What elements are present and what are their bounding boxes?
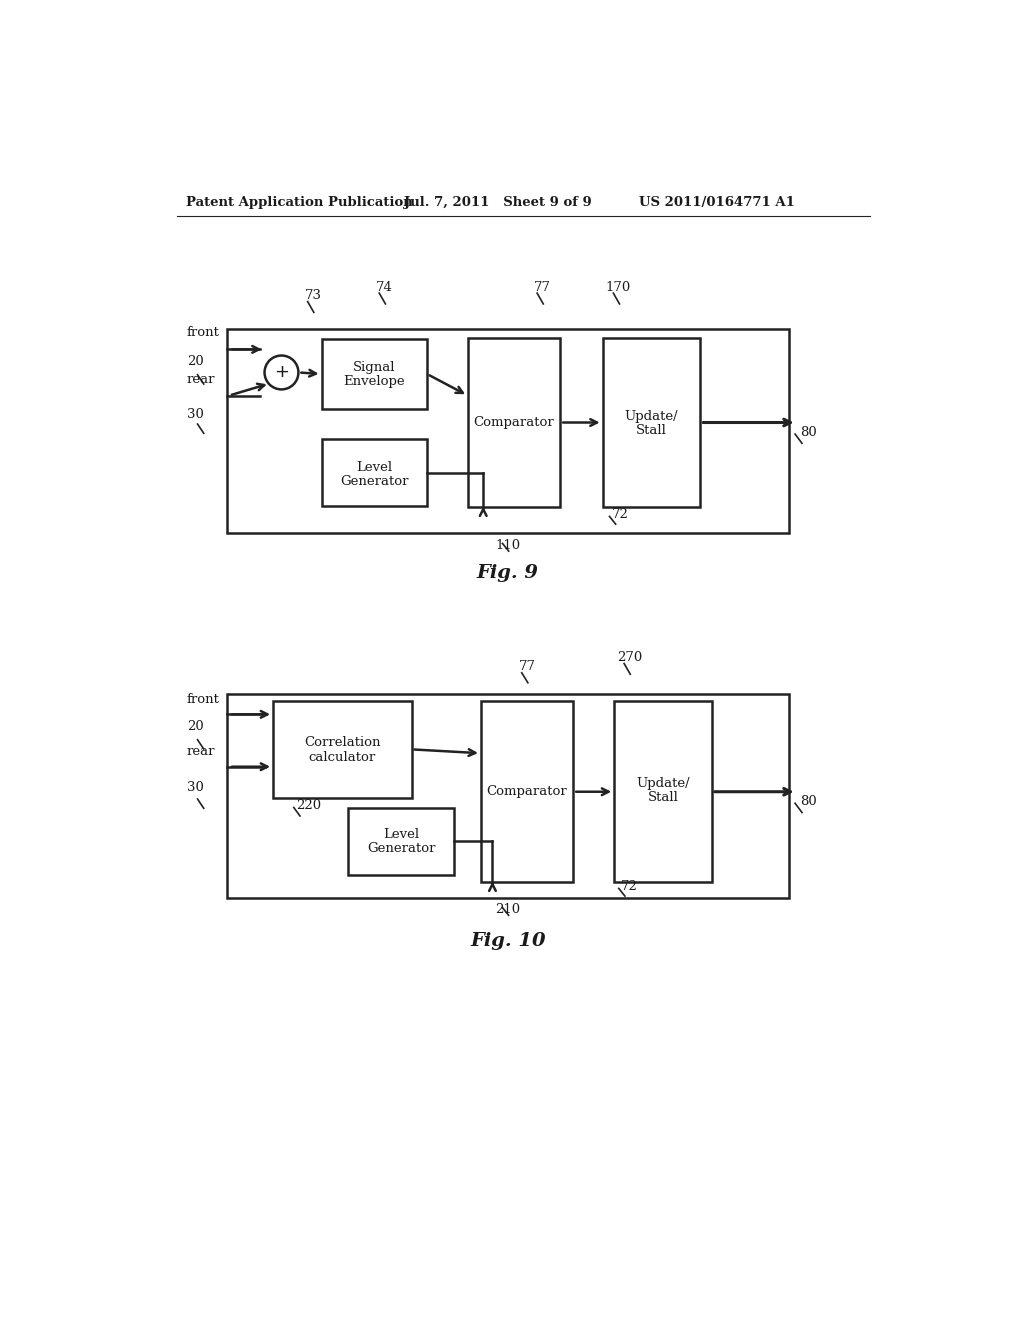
Text: front: front bbox=[186, 693, 219, 706]
Text: rear: rear bbox=[186, 746, 215, 758]
Text: 30: 30 bbox=[186, 781, 204, 795]
Text: 72: 72 bbox=[611, 508, 629, 521]
Text: Generator: Generator bbox=[340, 474, 409, 487]
Text: 74: 74 bbox=[376, 281, 393, 294]
Bar bbox=[273, 701, 412, 797]
Text: Level: Level bbox=[356, 461, 392, 474]
Text: 73: 73 bbox=[304, 289, 322, 302]
Text: Stall: Stall bbox=[647, 791, 679, 804]
Text: Comparator: Comparator bbox=[474, 416, 554, 429]
Bar bbox=[226, 330, 788, 533]
Text: +: + bbox=[274, 363, 289, 381]
Text: 77: 77 bbox=[518, 660, 536, 673]
Text: 270: 270 bbox=[616, 651, 642, 664]
Text: Envelope: Envelope bbox=[343, 375, 406, 388]
Circle shape bbox=[264, 355, 298, 389]
Bar bbox=[226, 693, 788, 898]
Text: front: front bbox=[186, 326, 219, 338]
Text: Signal: Signal bbox=[353, 362, 395, 375]
Text: 220: 220 bbox=[296, 799, 322, 812]
Bar bbox=[614, 701, 712, 882]
Text: Fig. 10: Fig. 10 bbox=[470, 932, 546, 950]
Text: Patent Application Publication: Patent Application Publication bbox=[186, 195, 413, 209]
Text: calculator: calculator bbox=[308, 751, 376, 764]
Text: 72: 72 bbox=[621, 880, 638, 892]
Text: Generator: Generator bbox=[367, 842, 435, 855]
Bar bbox=[468, 338, 560, 507]
Text: rear: rear bbox=[186, 374, 215, 387]
Text: 20: 20 bbox=[186, 719, 204, 733]
Bar bbox=[481, 701, 573, 882]
Text: 110: 110 bbox=[496, 539, 520, 552]
Text: Comparator: Comparator bbox=[486, 785, 567, 797]
Text: Stall: Stall bbox=[636, 424, 667, 437]
Bar bbox=[322, 339, 427, 409]
Text: 210: 210 bbox=[496, 903, 520, 916]
Text: Update/: Update/ bbox=[625, 409, 678, 422]
Text: Update/: Update/ bbox=[636, 777, 690, 791]
Text: Correlation: Correlation bbox=[304, 735, 381, 748]
Text: US 2011/0164771 A1: US 2011/0164771 A1 bbox=[639, 195, 795, 209]
Bar bbox=[348, 808, 454, 875]
Bar bbox=[602, 338, 700, 507]
Text: Fig. 9: Fig. 9 bbox=[477, 564, 539, 582]
Text: 30: 30 bbox=[186, 408, 204, 421]
Text: 20: 20 bbox=[186, 355, 204, 368]
Bar bbox=[322, 440, 427, 507]
Text: 77: 77 bbox=[534, 281, 551, 294]
Text: 170: 170 bbox=[605, 281, 631, 294]
Text: 80: 80 bbox=[800, 795, 816, 808]
Text: 80: 80 bbox=[800, 425, 816, 438]
Text: Jul. 7, 2011   Sheet 9 of 9: Jul. 7, 2011 Sheet 9 of 9 bbox=[403, 195, 592, 209]
Text: Level: Level bbox=[383, 828, 419, 841]
